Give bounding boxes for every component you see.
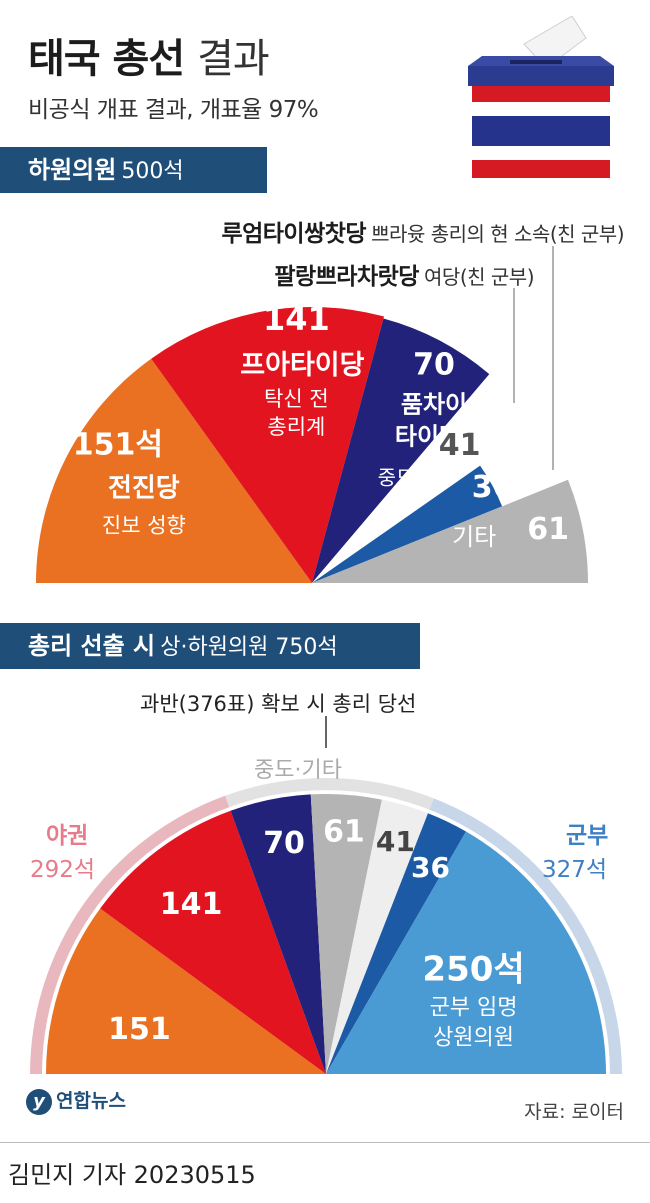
slice2-others (310, 794, 382, 1074)
slice-bhumjaithai (312, 318, 490, 583)
desc-label-bhumjaithai: 중도 (378, 466, 415, 490)
party-label-others: 기타 (452, 523, 496, 551)
page-title: 태국 총선 결과 (28, 36, 270, 82)
value-label-move-forward: 151석 (73, 428, 163, 463)
yonhap-logo: y 연합뉴스 (26, 1086, 126, 1115)
value-label-pheu-thai: 141 (263, 300, 330, 338)
value-label-bhumjaithai: 70 (413, 348, 455, 383)
party-label-move-forward: 전진당 (108, 474, 180, 504)
slice2-senate (326, 831, 606, 1074)
slice-others (312, 479, 588, 583)
slice-palang (312, 465, 503, 583)
slice-move-forward (36, 358, 312, 583)
annotation-palang: 팔랑쁘라차랏당 여당(친 군부) (274, 264, 534, 290)
value2-pheu-thai: 141 (160, 887, 223, 922)
desc-label-move-forward: 진보 성향 (102, 514, 186, 538)
slice2-pheu-thai (100, 810, 326, 1074)
value-label-others: 61 (527, 512, 569, 547)
slice2-palang (326, 813, 466, 1074)
section2-header: 총리 선출 시 상·하원의원 750석 (0, 623, 420, 669)
value2-palang: 36 (411, 851, 450, 884)
slice-pheu-thai (151, 306, 384, 583)
military-label: 군부 (566, 823, 609, 849)
party2-senate: 군부 임명 (430, 996, 518, 1021)
desc2-senate: 상원의원 (433, 1026, 514, 1051)
value2-others: 61 (323, 815, 365, 850)
value-label-ruam-thai: 41 (439, 428, 481, 463)
slice2-ruam-thai (326, 799, 428, 1074)
majority-note: 과반(376표) 확보 시 총리 당선 (140, 692, 417, 716)
annotation-ruam-thai: 루엄타이쌍찻당 쁘라윳 총리의 현 소속(친 군부) (221, 221, 624, 247)
footer-divider (0, 1142, 650, 1143)
value2-move-forward: 151 (108, 1012, 171, 1047)
ballot-box-icon (468, 16, 614, 178)
military-seats: 327석 (542, 857, 608, 883)
logo-mark-icon: y (26, 1088, 52, 1115)
reporter-credit: 김민지 기자 20230515 (8, 1161, 256, 1189)
opposition-seats: 292석 (30, 857, 96, 883)
party-label-pheu-thai: 프아타이당 (240, 350, 364, 381)
opposition-label: 야권 (46, 823, 89, 849)
value2-senate: 250석 (422, 950, 524, 990)
center-group-label: 중도·기타 (254, 758, 342, 783)
party-label-bhumjaithai-1: 품차이 (401, 391, 467, 419)
section1-header: 하원의원 500석 (0, 147, 267, 193)
slice-ruam-thai (312, 398, 511, 583)
page-subtitle: 비공식 개표 결과, 개표율 97% (28, 97, 319, 123)
slice2-bhumjaithai (230, 794, 326, 1074)
desc-label-pheu-thai-2: 총리계 (267, 415, 325, 439)
slice2-move-forward (46, 908, 326, 1074)
source-note: 자료: 로이터 (524, 1101, 624, 1123)
value2-ruam-thai: 41 (376, 825, 415, 858)
value-label-palang: 36 (472, 470, 514, 505)
value2-bhumjaithai: 70 (263, 826, 305, 861)
party-label-bhumjaithai-2: 타이당 (395, 423, 461, 451)
desc-label-pheu-thai-1: 탁신 전 (264, 387, 329, 411)
